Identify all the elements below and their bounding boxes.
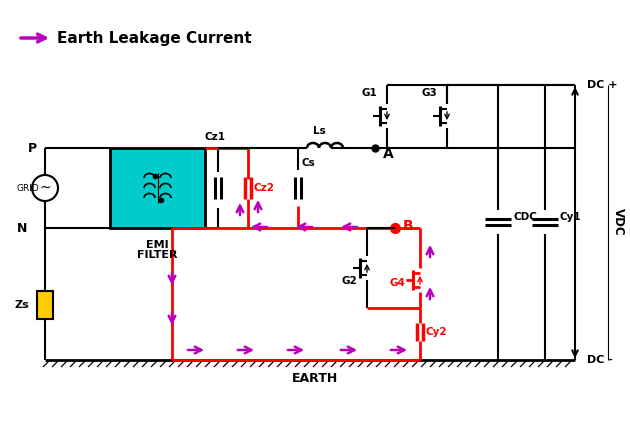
Text: A: A xyxy=(383,147,394,161)
Text: DC -: DC - xyxy=(587,355,613,365)
Text: CDC: CDC xyxy=(513,212,537,222)
Bar xyxy=(110,148,205,228)
Text: G1: G1 xyxy=(361,88,377,98)
Text: Ls: Ls xyxy=(312,126,325,136)
Text: FILTER: FILTER xyxy=(137,250,178,260)
Text: N: N xyxy=(17,221,27,235)
Text: GRID: GRID xyxy=(16,183,39,193)
Text: Cs: Cs xyxy=(302,158,316,168)
Text: P: P xyxy=(28,142,37,154)
Text: G2: G2 xyxy=(341,276,357,286)
Text: ~: ~ xyxy=(39,181,51,195)
Text: Cy2: Cy2 xyxy=(425,327,447,337)
Text: Earth Leakage Current: Earth Leakage Current xyxy=(57,30,251,45)
Text: EARTH: EARTH xyxy=(292,371,338,385)
Text: Zs: Zs xyxy=(14,300,30,310)
Bar xyxy=(37,291,53,319)
Text: EMI: EMI xyxy=(146,240,169,250)
Text: B: B xyxy=(403,219,414,233)
Text: Cz1: Cz1 xyxy=(205,132,226,142)
Text: DC +: DC + xyxy=(587,80,617,90)
Text: G4: G4 xyxy=(390,278,406,288)
Text: VDC: VDC xyxy=(612,208,624,236)
Text: Cz2: Cz2 xyxy=(253,183,274,193)
Text: G3: G3 xyxy=(421,88,437,98)
Text: Cy1: Cy1 xyxy=(560,212,581,222)
